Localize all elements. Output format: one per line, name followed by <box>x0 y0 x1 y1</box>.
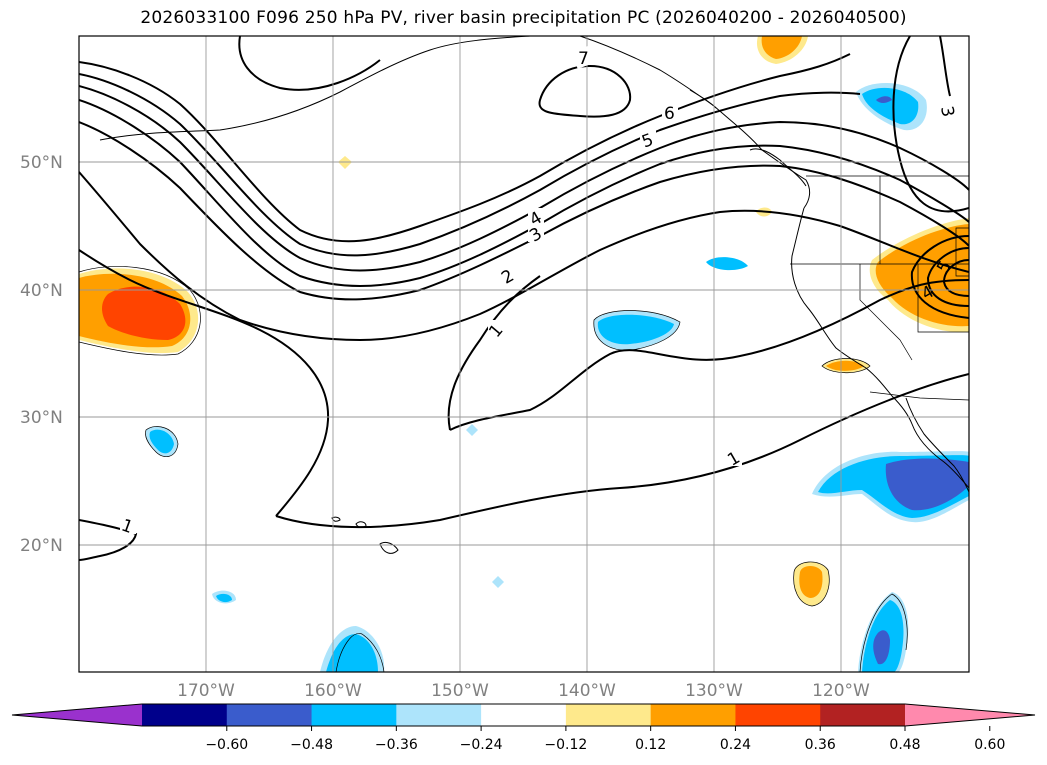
latitude-labels: 50°N 40°N 30°N 20°N <box>20 153 63 556</box>
lat-label: 20°N <box>20 536 63 556</box>
colorbar-tick-label: 0.48 <box>889 737 920 753</box>
colorbar-segment <box>396 704 482 726</box>
precipitation-outlines <box>79 266 908 672</box>
lat-label: 30°N <box>20 408 63 428</box>
colorbar-segment <box>565 704 652 726</box>
coastlines <box>99 36 969 554</box>
lat-label: 40°N <box>20 281 63 301</box>
colorbar-segment <box>650 704 736 726</box>
contour-label: 7 <box>578 49 589 69</box>
map-background <box>79 36 969 672</box>
colorbar-tick-label: 0.36 <box>805 737 836 753</box>
colorbar-tick-label: −0.24 <box>460 737 503 753</box>
colorbar: −0.60 −0.48 −0.36 −0.24 −0.12 0.12 0.24 0.36 0.4… <box>11 703 1036 753</box>
colorbar-segment <box>820 704 906 726</box>
pv-contours <box>79 36 969 561</box>
lon-label: 160°W <box>304 681 362 701</box>
colorbar-tick-label: −0.48 <box>290 737 333 753</box>
contour-label: 6 <box>664 104 675 124</box>
map-title: 2026033100 F096 250 hPa PV, river basin … <box>140 8 907 28</box>
contour-label: 3 <box>936 105 958 119</box>
colorbar-segment <box>481 704 567 726</box>
colorbar-extend-low <box>12 704 142 726</box>
colorbar-tick-label: −0.12 <box>544 737 587 753</box>
colorbar-outline <box>11 703 1036 727</box>
colorbar-segment <box>226 704 313 726</box>
colorbar-tick-label: 0.24 <box>720 737 751 753</box>
map-frame <box>78 35 970 673</box>
colorbar-tick-label: −0.36 <box>375 737 418 753</box>
colorbar-tick-label: −0.60 <box>205 737 248 753</box>
colorbar-tick-label: 0.12 <box>635 737 666 753</box>
colorbar-segment <box>735 704 821 726</box>
colorbar-segment <box>142 704 228 726</box>
precipitation-shading <box>79 36 969 672</box>
colorbar-segment <box>311 704 397 726</box>
lon-label: 150°W <box>431 681 489 701</box>
longitude-labels: 170°W 160°W 150°W 140°W 130°W 120°W <box>177 681 870 701</box>
lat-label: 50°N <box>20 153 63 173</box>
colorbar-extend-high <box>905 704 1035 726</box>
colorbar-tick-label: 0.60 <box>974 737 1005 753</box>
gridlines <box>79 36 969 672</box>
lon-label: 120°W <box>812 681 870 701</box>
lon-label: 140°W <box>558 681 616 701</box>
lon-label: 170°W <box>177 681 235 701</box>
lon-label: 130°W <box>685 681 743 701</box>
